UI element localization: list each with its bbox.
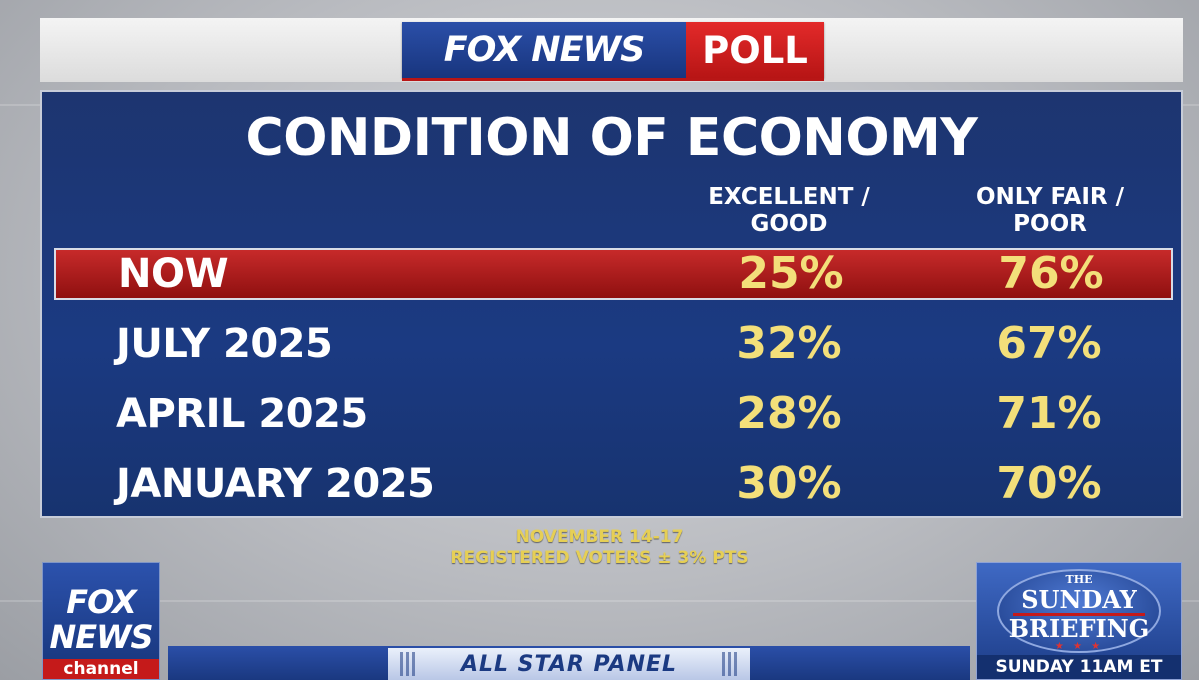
row-value-poor: 70% [996,458,1102,509]
row-value-poor: 76% [998,248,1104,299]
sunday-briefing-promo: THE SUNDAY BRIEFING ★ ★ ★ SUNDAY 11AM ET [976,562,1182,680]
channel-logo-channel: channel [43,659,159,679]
column-header-label: ONLY FAIR / POOR [975,184,1125,237]
column-header-label: EXCELLENT / GOOD [708,184,870,237]
row-july-2025: JULY 2025 32% 67% [54,318,1173,370]
row-value-good: 32% [736,318,842,369]
row-label: NOW [118,251,229,297]
logo-underline [402,78,824,81]
channel-logo-news: NEWS [49,618,154,656]
column-header-excellent-good: EXCELLENT / GOOD [679,184,899,238]
row-value-poor: 67% [996,318,1102,369]
fox-news-poll-logo: FOX NEWS POLL [402,22,824,81]
row-label: JANUARY 2025 [116,461,435,507]
row-value-good: 28% [736,388,842,439]
stripe-decoration-left [400,652,416,676]
promo-the: THE [1065,573,1093,586]
promo-sunday: SUNDAY [1021,585,1137,614]
poll-footnote: NOVEMBER 14-17 REGISTERED VOTERS ± 3% PT… [0,527,1199,569]
row-value-good: 30% [736,458,842,509]
channel-logo-fox: FOX [66,583,137,621]
fox-news-channel-logo: FOX NEWS channel [42,562,160,680]
row-now: NOW 25% 76% [54,248,1173,300]
poll-wordmark: POLL [686,22,824,78]
promo-emblem [997,569,1161,653]
all-star-panel-label: ALL STAR PANEL [388,648,750,680]
row-label: APRIL 2025 [116,391,368,437]
fox-news-text: FOX NEWS [443,30,646,70]
promo-red-line [1013,613,1145,616]
star-icon: ★ ★ ★ [1054,641,1104,652]
row-value-poor: 71% [996,388,1102,439]
background-stripe [0,600,1199,602]
promo-briefing: BRIEFING [1008,614,1150,643]
board-title: CONDITION OF ECONOMY [245,108,978,168]
row-january-2025: JANUARY 2025 30% 70% [54,458,1173,510]
stripe-decoration-right [722,652,738,676]
poll-text: POLL [702,28,808,72]
row-value-good: 25% [738,248,844,299]
footnote-dates: NOVEMBER 14-17 [515,527,684,547]
column-header-fair-poor: ONLY FAIR / POOR [940,184,1160,238]
fox-news-wordmark: FOX NEWS [402,22,686,78]
promo-airtime: SUNDAY 11AM ET [977,655,1181,679]
row-april-2025: APRIL 2025 28% 71% [54,388,1173,440]
row-label: JULY 2025 [116,321,333,367]
poll-board: CONDITION OF ECONOMY EXCELLENT / GOOD ONL… [40,90,1183,518]
panel-text: ALL STAR PANEL [460,651,678,677]
footnote-sample: REGISTERED VOTERS ± 3% PTS [450,548,749,568]
